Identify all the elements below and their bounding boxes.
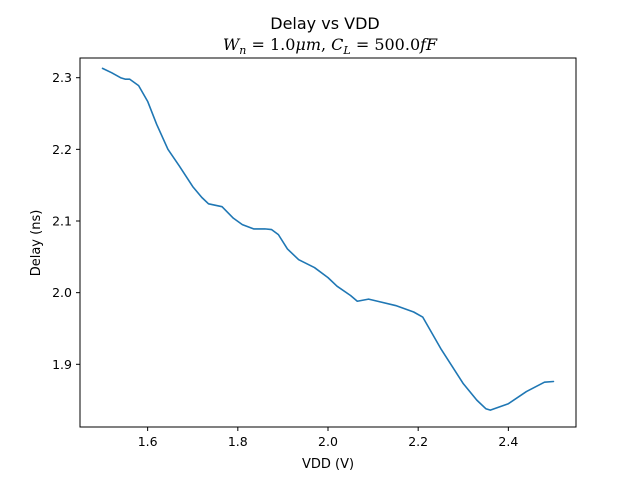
subtitle-part: W <box>223 35 241 54</box>
subtitle-part: fF <box>419 35 438 54</box>
y-tick-label: 1.9 <box>52 357 72 372</box>
y-tick-label: 2.2 <box>52 142 72 157</box>
x-tick-label: 2.0 <box>318 434 338 449</box>
chart-subtitle: Wn = 1.0μm, CL = 500.0fF <box>223 35 438 57</box>
x-axis-label: VDD (V) <box>302 457 354 472</box>
chart-title: Delay vs VDD <box>270 14 379 33</box>
x-tick-label: 1.8 <box>228 434 248 449</box>
x-tick-label: 1.6 <box>138 434 158 449</box>
subtitle-part: , <box>321 35 331 54</box>
y-tick-label: 2.0 <box>52 285 72 300</box>
subtitle-part: = 1.0 <box>246 35 295 54</box>
series-layer <box>101 67 555 411</box>
subtitle-part: = 500.0 <box>351 35 420 54</box>
subtitle-part: C <box>331 35 343 54</box>
plot-frame <box>79 57 577 428</box>
x-tick-label: 2.2 <box>408 434 428 449</box>
subtitle-subscript: L <box>342 44 350 57</box>
y-tick-label: 2.3 <box>52 70 72 85</box>
subtitle-part: μm <box>295 35 321 54</box>
axis-ticks: 1.6 1.8 2.0 2.2 2.4 1.9 2.0 2.1 2.2 2.3 <box>52 70 518 449</box>
subtitle-subscript: n <box>239 44 246 57</box>
series-line-0 <box>101 67 555 411</box>
y-tick-label: 2.1 <box>52 214 72 229</box>
y-axis-label: Delay (ns) <box>29 210 44 277</box>
x-tick-label: 2.4 <box>498 434 518 449</box>
